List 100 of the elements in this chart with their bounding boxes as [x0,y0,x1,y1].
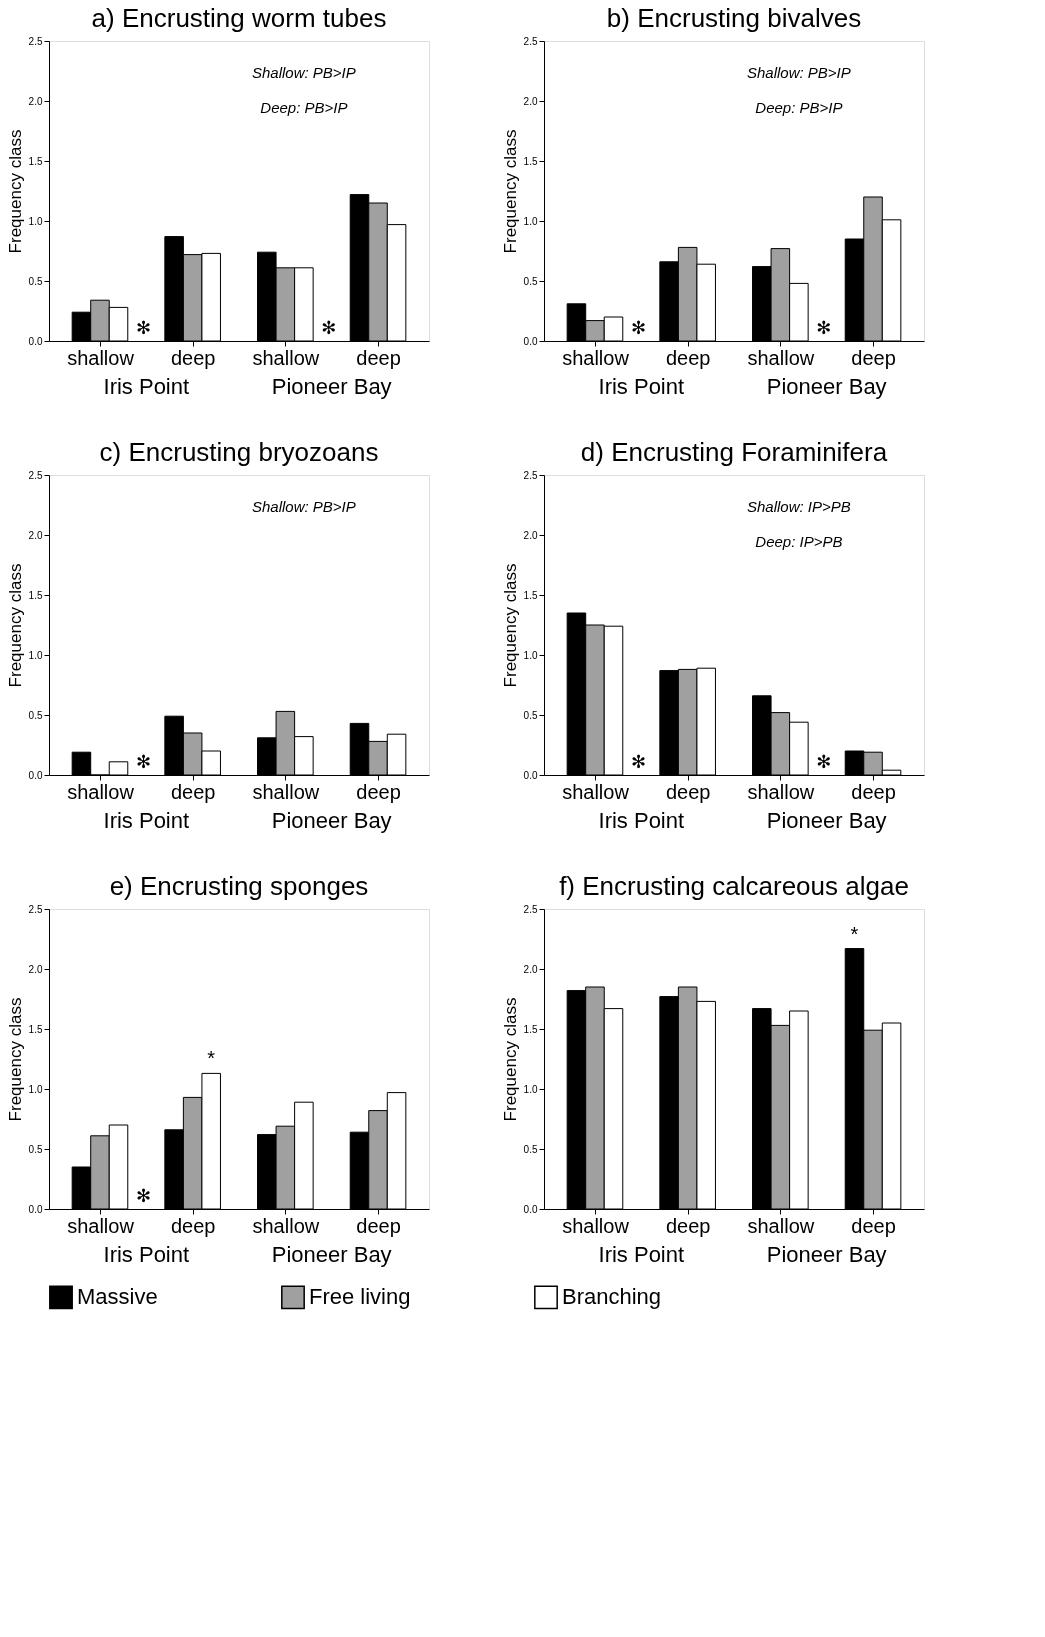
annotation: Deep: IP>PB [755,533,843,550]
y-tick-label: 1.5 [523,589,538,601]
y-tick-label: 0.5 [28,709,43,721]
x-tick-label: deep [851,346,896,369]
y-tick-label: 1.5 [523,1023,538,1035]
y-tick-label: 0.5 [28,1143,43,1155]
x-tick-label: deep [356,1214,401,1237]
text: Pioneer Bay [271,374,392,399]
annotation: Shallow: IP>PB [746,498,851,515]
x-tick-label: deep [170,346,216,369]
y-tick-label: 1.0 [523,649,538,661]
annotation: ✻ [135,317,152,338]
annotation: Shallow: PB>IP [251,498,356,515]
text: Pioneer Bay [766,1242,887,1267]
y-tick-label: 2.0 [523,963,538,975]
annotation: ✻ [630,317,647,338]
y-tick-label: 2.5 [28,469,43,481]
text: Iris Point [598,374,685,399]
y-tick-label: 1.5 [28,155,43,167]
x-tick-label: deep [170,780,216,803]
y-tick-label: 2.5 [28,35,43,47]
x-tick-label: shallow [562,780,630,803]
x-tick-label: shallow [747,1214,815,1237]
x-tick-label: shallow [252,780,320,803]
y-tick-label: 0.5 [523,709,538,721]
y-tick-label: 2.0 [28,963,43,975]
chart-title: b) Encrusting bivalves [606,3,862,33]
y-tick-label: 0.5 [523,275,538,287]
annotation: ✻ [135,1185,152,1206]
chart-title: a) Encrusting worm tubes [91,3,387,33]
y-axis-title: Frequency class [500,563,520,688]
y-axis-title: Frequency class [5,997,25,1122]
x-tick-label: deep [665,346,711,369]
x-tick-label: shallow [252,346,320,369]
y-tick-label: 2.0 [523,529,538,541]
x-tick-label: shallow [747,780,815,803]
text: Iris Point [103,808,190,833]
y-tick-label: 0.0 [523,769,538,781]
y-tick-label: 2.5 [28,903,43,915]
text: Iris Point [103,1242,190,1267]
text: Pioneer Bay [766,808,887,833]
legend-label: Branching [562,1284,662,1310]
x-tick-label: deep [356,346,401,369]
x-tick-label: shallow [67,346,135,369]
x-tick-label: deep [665,780,711,803]
chart-title: d) Encrusting Foraminifera [580,437,888,467]
y-tick-label: 2.0 [523,95,538,107]
annotation: Deep: PB>IP [260,99,348,116]
x-tick-label: shallow [562,346,630,369]
legend-label: Free living [309,1284,411,1310]
y-axis-title: Frequency class [500,997,520,1122]
y-tick-label: 1.0 [28,215,43,227]
text: Iris Point [103,374,190,399]
chart-title: f) Encrusting calcareous algae [559,871,909,901]
annotation: Shallow: PB>IP [251,64,356,81]
y-tick-label: 0.0 [28,335,43,347]
y-tick-label: 0.0 [28,1203,43,1215]
y-tick-label: 0.0 [523,1203,538,1215]
y-tick-label: 2.0 [28,95,43,107]
text: Pioneer Bay [271,1242,392,1267]
legend-label: Massive [77,1284,158,1310]
y-axis-title: Frequency class [500,129,520,254]
text: Iris Point [598,808,685,833]
y-tick-label: 1.5 [523,155,538,167]
annotation: Deep: PB>IP [755,99,843,116]
text: Iris Point [598,1242,685,1267]
y-tick-label: 2.5 [523,903,538,915]
x-tick-label: deep [170,1214,216,1237]
chart-title: e) Encrusting sponges [109,871,369,901]
annotation: Shallow: PB>IP [746,64,851,81]
x-tick-label: shallow [562,1214,630,1237]
annotation: ✻ [135,751,152,772]
annotation: ✻ [630,751,647,772]
x-tick-label: deep [665,1214,711,1237]
y-tick-label: 2.5 [523,469,538,481]
x-tick-label: deep [851,1214,896,1237]
x-tick-label: shallow [67,780,135,803]
x-tick-label: deep [356,780,401,803]
y-tick-label: 1.5 [28,589,43,601]
x-tick-label: shallow [747,346,815,369]
y-tick-label: 0.5 [523,1143,538,1155]
y-tick-label: 1.0 [523,215,538,227]
annotation: * [850,922,859,945]
y-tick-label: 1.5 [28,1023,43,1035]
annotation: * [207,1047,216,1070]
y-tick-label: 1.0 [523,1083,538,1095]
y-tick-label: 0.0 [523,335,538,347]
y-tick-label: 2.0 [28,529,43,541]
text: Pioneer Bay [766,374,887,399]
y-axis-title: Frequency class [5,563,25,688]
chart-title: c) Encrusting bryozoans [99,437,379,467]
text: Pioneer Bay [271,808,392,833]
annotation: ✻ [321,317,337,338]
y-axis-title: Frequency class [5,129,25,254]
y-tick-label: 0.5 [28,275,43,287]
x-tick-label: shallow [67,1214,135,1237]
annotation: ✻ [816,751,832,772]
x-tick-label: shallow [252,1214,320,1237]
annotation: ✻ [816,317,832,338]
y-tick-label: 0.0 [28,769,43,781]
